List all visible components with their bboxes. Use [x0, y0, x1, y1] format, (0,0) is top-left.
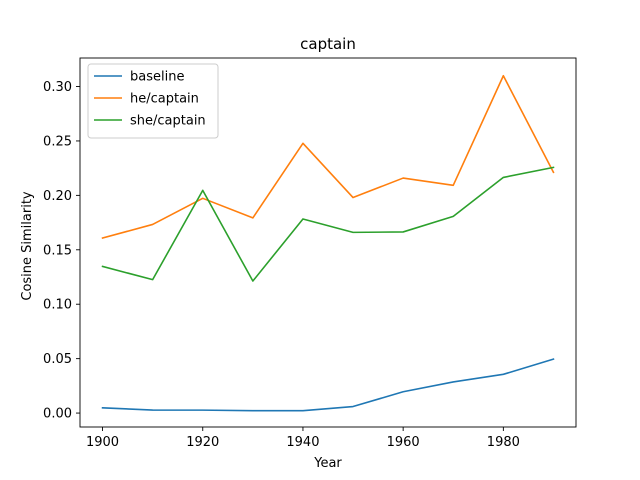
legend: baseline he/captain she/captain	[87, 63, 219, 139]
y-tick-label: 0.30	[43, 80, 72, 95]
y-tick-label: 0.15	[43, 243, 72, 258]
x-tick-label: 1980	[487, 435, 520, 450]
chart-title: captain	[300, 35, 356, 53]
series-line-baseline	[101, 358, 555, 412]
x-tick-label: 1900	[86, 435, 119, 450]
legend-label: she/captain	[130, 114, 206, 129]
y-tick-label: 0.20	[43, 189, 72, 204]
plot-frame	[79, 57, 577, 428]
y-axis-label: Cosine Similarity	[20, 191, 35, 301]
y-tick-label: 0.10	[43, 298, 72, 313]
legend-label: he/captain	[130, 92, 199, 107]
series-line-she-captain	[101, 166, 555, 282]
x-tick-label: 1920	[186, 435, 219, 450]
legend-label: baseline	[130, 70, 184, 85]
x-axis-label: Year	[313, 456, 342, 471]
y-tick-label: 0.00	[43, 407, 72, 422]
x-tick-label: 1940	[286, 435, 319, 450]
series-line-he-captain	[101, 74, 555, 240]
y-tick-label: 0.05	[43, 352, 72, 367]
x-tick-label: 1960	[387, 435, 420, 450]
axes: 1900 1920 1940 1960 1980 0.00 0.05 0.10 0.15 0.20…	[43, 57, 577, 450]
plot-lines	[101, 74, 555, 412]
y-tick-label: 0.25	[43, 134, 72, 149]
